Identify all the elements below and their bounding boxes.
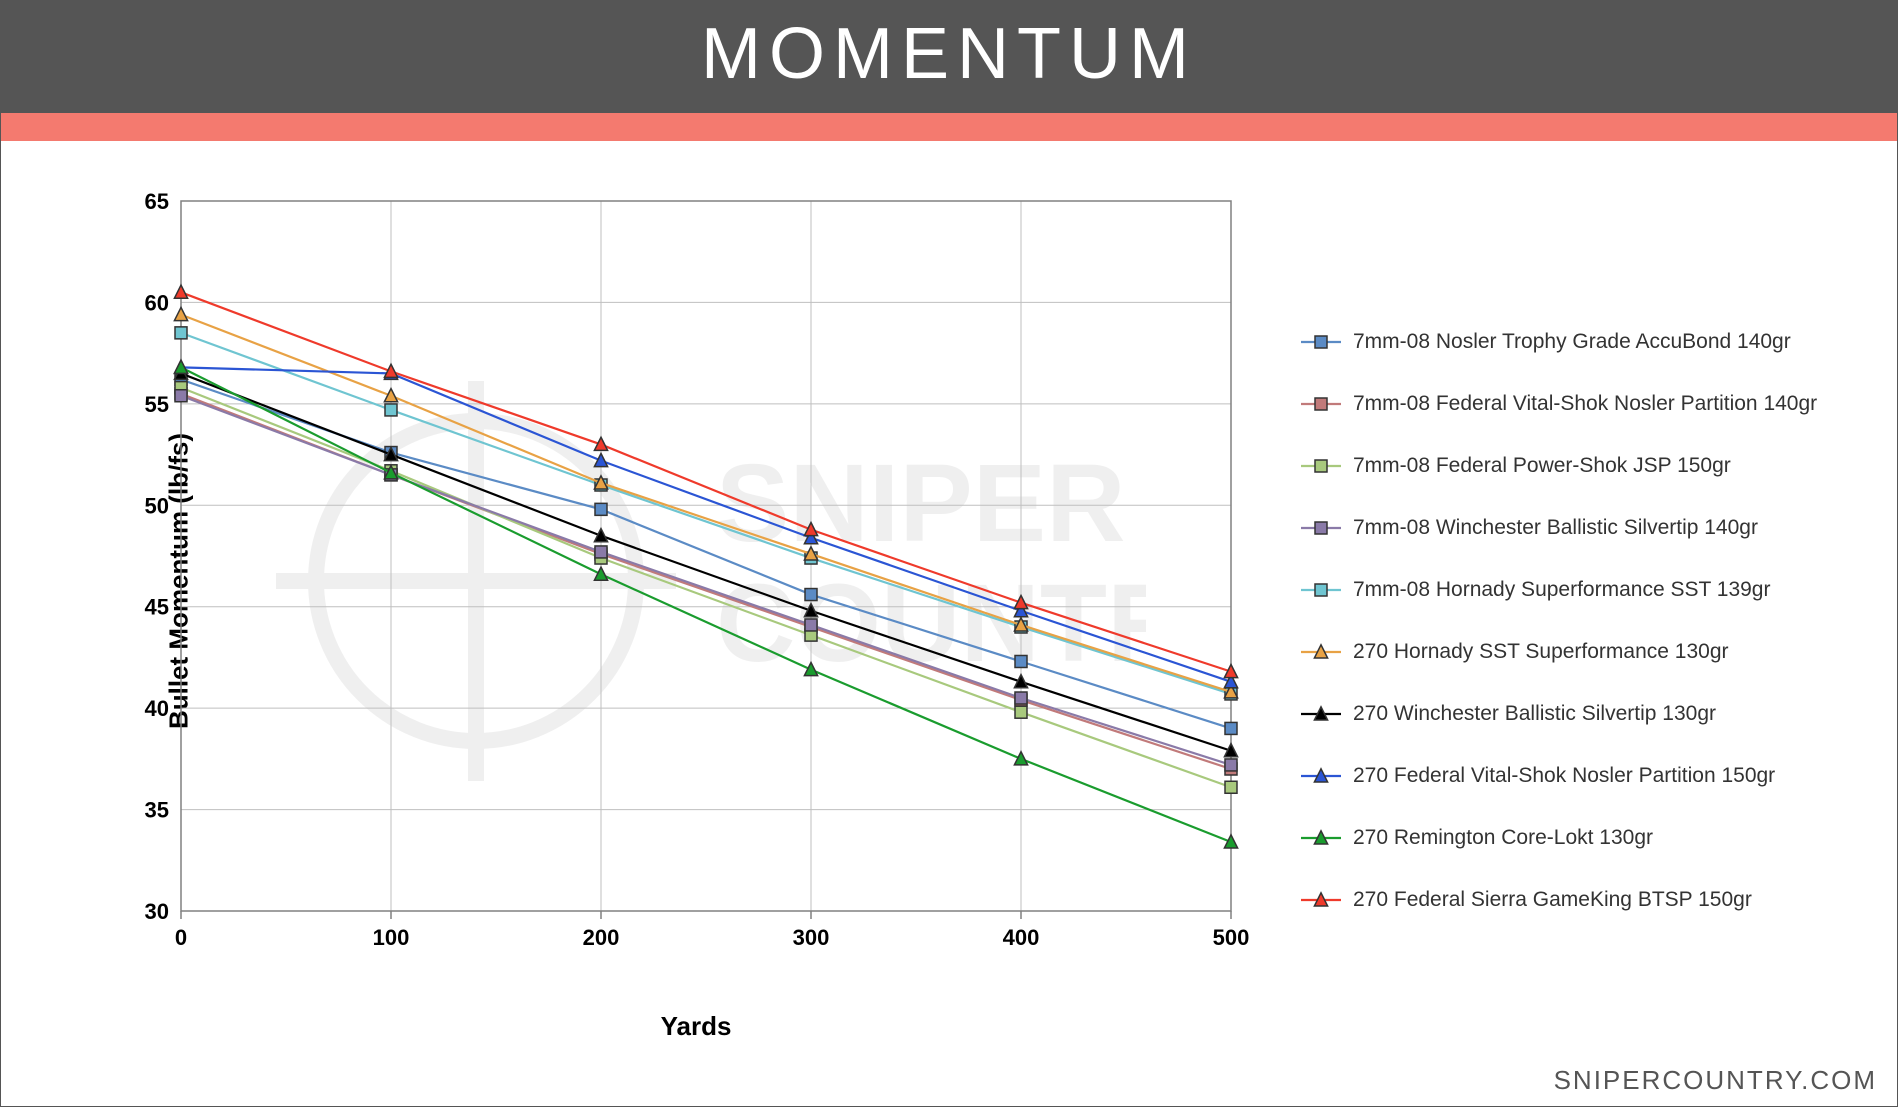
x-axis-label: Yards — [141, 1011, 1251, 1042]
series-7 — [174, 360, 1237, 688]
y-tick-label: 60 — [145, 290, 169, 315]
legend-label: 270 Winchester Ballistic Silvertip 130gr — [1353, 702, 1716, 726]
legend-label: 270 Federal Vital-Shok Nosler Partition … — [1353, 764, 1775, 788]
y-tick-label: 35 — [145, 798, 169, 823]
legend-item: 7mm-08 Federal Vital-Shok Nosler Partiti… — [1301, 373, 1861, 435]
x-tick-label: 200 — [583, 925, 620, 950]
legend-swatch — [1301, 890, 1341, 910]
title-bar: MOMENTUM — [1, 1, 1897, 113]
chart-svg: 30 35 40 45 50 55 60 65 0 100 200 300 400 500 — [141, 191, 1251, 971]
legend-swatch — [1301, 704, 1341, 724]
footer-brand: SNIPERCOUNTRY.COM — [1554, 1065, 1877, 1096]
accent-bar — [1, 113, 1897, 141]
legend-item: 270 Hornady SST Superformance 130gr — [1301, 621, 1861, 683]
y-tick-label: 30 — [145, 899, 169, 924]
series-3 — [175, 390, 1237, 771]
y-tick-label: 55 — [145, 392, 169, 417]
series-9 — [174, 285, 1237, 678]
plot-region: 30 35 40 45 50 55 60 65 0 100 200 300 400 500 — [141, 191, 1251, 971]
page-title: MOMENTUM — [1, 13, 1897, 95]
legend-item: 270 Federal Vital-Shok Nosler Partition … — [1301, 745, 1861, 807]
legend-swatch — [1301, 456, 1341, 476]
legend-swatch — [1301, 394, 1341, 414]
legend-swatch — [1301, 828, 1341, 848]
card-container: MOMENTUM SNIPER COUNTRY Bullet Momentum … — [0, 0, 1898, 1107]
x-tick-label: 400 — [1003, 925, 1040, 950]
y-tick-label: 45 — [145, 595, 169, 620]
y-tick-label: 65 — [145, 189, 169, 214]
series-0 — [175, 374, 1237, 735]
legend-swatch — [1301, 332, 1341, 352]
series-5 — [174, 307, 1237, 698]
legend-item: 7mm-08 Winchester Ballistic Silvertip 14… — [1301, 497, 1861, 559]
x-tick-label: 500 — [1213, 925, 1250, 950]
x-tick-label: 100 — [373, 925, 410, 950]
legend-label: 270 Hornady SST Superformance 130gr — [1353, 640, 1729, 664]
legend-swatch — [1301, 580, 1341, 600]
legend-label: 7mm-08 Nosler Trophy Grade AccuBond 140g… — [1353, 330, 1791, 354]
legend-item: 270 Remington Core-Lokt 130gr — [1301, 807, 1861, 869]
legend-item: 270 Winchester Ballistic Silvertip 130gr — [1301, 683, 1861, 745]
y-tick-label: 40 — [145, 696, 169, 721]
legend-swatch — [1301, 766, 1341, 786]
legend-swatch — [1301, 518, 1341, 538]
legend-item: 7mm-08 Federal Power-Shok JSP 150gr — [1301, 435, 1861, 497]
x-tick-label: 300 — [793, 925, 830, 950]
legend-label: 270 Remington Core-Lokt 130gr — [1353, 826, 1653, 850]
legend-label: 7mm-08 Federal Power-Shok JSP 150gr — [1353, 454, 1731, 478]
legend-item: 7mm-08 Nosler Trophy Grade AccuBond 140g… — [1301, 311, 1861, 373]
legend-item: 7mm-08 Hornady Superformance SST 139gr — [1301, 559, 1861, 621]
legend-swatch — [1301, 642, 1341, 662]
x-tick-label: 0 — [175, 925, 187, 950]
legend-label: 7mm-08 Hornady Superformance SST 139gr — [1353, 578, 1770, 602]
chart-area: SNIPER COUNTRY Bullet Momentum (lb/fs) Y… — [1, 141, 1897, 1106]
legend-label: 270 Federal Sierra GameKing BTSP 150gr — [1353, 888, 1752, 912]
legend-label: 7mm-08 Federal Vital-Shok Nosler Partiti… — [1353, 392, 1817, 416]
legend-label: 7mm-08 Winchester Ballistic Silvertip 14… — [1353, 516, 1758, 540]
series-6 — [174, 366, 1237, 757]
y-tick-label: 50 — [145, 493, 169, 518]
legend-item: 270 Federal Sierra GameKing BTSP 150gr — [1301, 869, 1861, 931]
legend: 7mm-08 Nosler Trophy Grade AccuBond 140g… — [1301, 311, 1861, 931]
